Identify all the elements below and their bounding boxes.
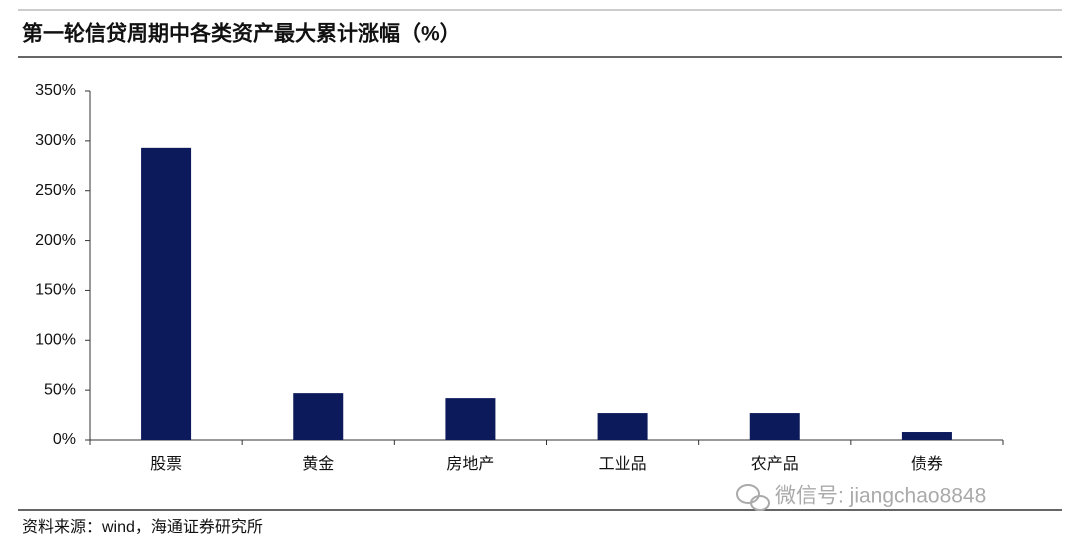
bar — [597, 413, 648, 440]
y-tick-label: 200% — [35, 232, 76, 249]
y-tick-label: 350% — [35, 82, 76, 99]
watermark: 微信号: jiangchao8848 — [775, 485, 986, 508]
bar — [749, 413, 800, 440]
x-tick-label: 股票 — [150, 455, 182, 473]
x-tick-label: 黄金 — [302, 455, 334, 473]
bar — [901, 432, 952, 440]
chart-title: 第一轮信贷周期中各类资产最大累计涨幅（%） — [22, 22, 461, 46]
watermark-icon — [736, 484, 770, 511]
x-tick-label: 工业品 — [599, 455, 647, 473]
source: 资料来源：wind，海通证券研究所 — [22, 518, 263, 536]
bar — [445, 398, 496, 440]
y-tick-label: 150% — [35, 282, 76, 299]
x-tick-label: 农产品 — [751, 455, 799, 473]
x-tick-label: 房地产 — [446, 455, 494, 473]
y-tick-label: 50% — [44, 381, 76, 398]
y-tick-label: 0% — [53, 431, 76, 448]
bar — [141, 147, 192, 440]
y-tick-label: 250% — [35, 182, 76, 199]
bar — [293, 393, 344, 440]
x-tick-label: 债券 — [911, 455, 943, 473]
y-tick-label: 100% — [35, 332, 76, 349]
y-tick-label: 300% — [35, 132, 76, 149]
